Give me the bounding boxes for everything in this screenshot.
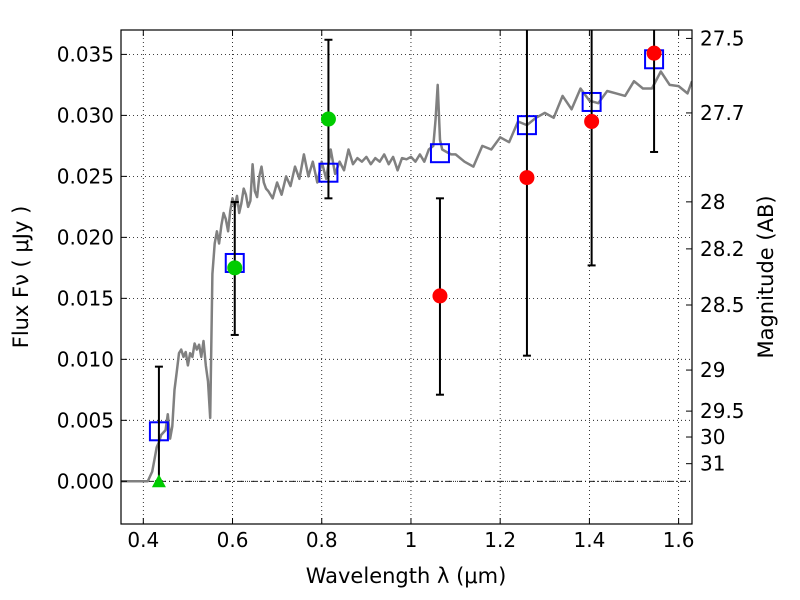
observed-low-sn-point [432,288,448,304]
y-tick-labels: 0.000 0.005 0.010 0.015 0.020 0.025 0.030 0.035 [57,42,114,493]
x-tick-label: 0.4 [127,528,159,552]
magnitude-tick-label: 29.5 [700,399,745,423]
observed-upper-limit-marker [151,474,166,488]
magnitude-axis-label: Magnitude (AB) [754,195,778,358]
x-tick-label: 1 [405,528,418,552]
y-tick-label: 0.005 [57,408,114,432]
x-tick-label: 0.6 [217,528,249,552]
observed-low-sn-point [646,45,662,61]
magnitude-tick-label: 30 [700,425,725,449]
plot-background [121,30,692,524]
x-tick-labels: 0.4 0.6 0.8 1 1.2 1.4 1.6 [127,528,694,552]
observed-detection-point [320,111,336,127]
plot-frame [120,29,693,525]
magnitude-tick-label: 31 [700,452,725,476]
observed-low-sn-point [519,170,535,186]
x-tick-label: 1.4 [573,528,605,552]
x-tick-label: 1.6 [663,528,695,552]
magnitude-tick-labels: 27.5 27.7 28 28.2 28.5 29 29.530 31 [700,26,745,475]
magnitude-tick-label: 28.5 [700,293,745,317]
model-spectrum-series [121,70,692,483]
x-tick-label: 0.8 [306,528,338,552]
x-tick-label: 1.2 [484,528,516,552]
magnitude-tick-label: 27.7 [700,101,745,125]
magnitude-tick-label: 28.2 [700,237,745,261]
y-tick-label: 0.015 [57,286,114,310]
y-tick-label: 0.025 [57,164,114,188]
observed-low-sn-point [584,113,600,129]
plot-area [121,30,692,488]
y-tick-label: 0.010 [57,347,114,371]
magnitude-tick-label: 29 [700,358,725,382]
x-axis-label: Wavelength λ (μm) [306,564,507,588]
y-tick-label: 0.020 [57,225,114,249]
y-tick-label: 0.030 [57,103,114,127]
magnitude-tick-label: 28 [700,190,725,214]
magnitude-tick-label: 27.5 [700,26,745,50]
axis-ticks [121,30,692,524]
y-tick-label: 0.035 [57,42,114,66]
model-spectrum-line [121,70,692,483]
observed-points-series [151,45,662,488]
observed-detection-point [227,260,243,276]
model-photometry-square [429,143,450,164]
y-axis-label: Flux Fν ( μJy ) [9,206,33,349]
y-tick-label: 0.000 [57,469,114,493]
